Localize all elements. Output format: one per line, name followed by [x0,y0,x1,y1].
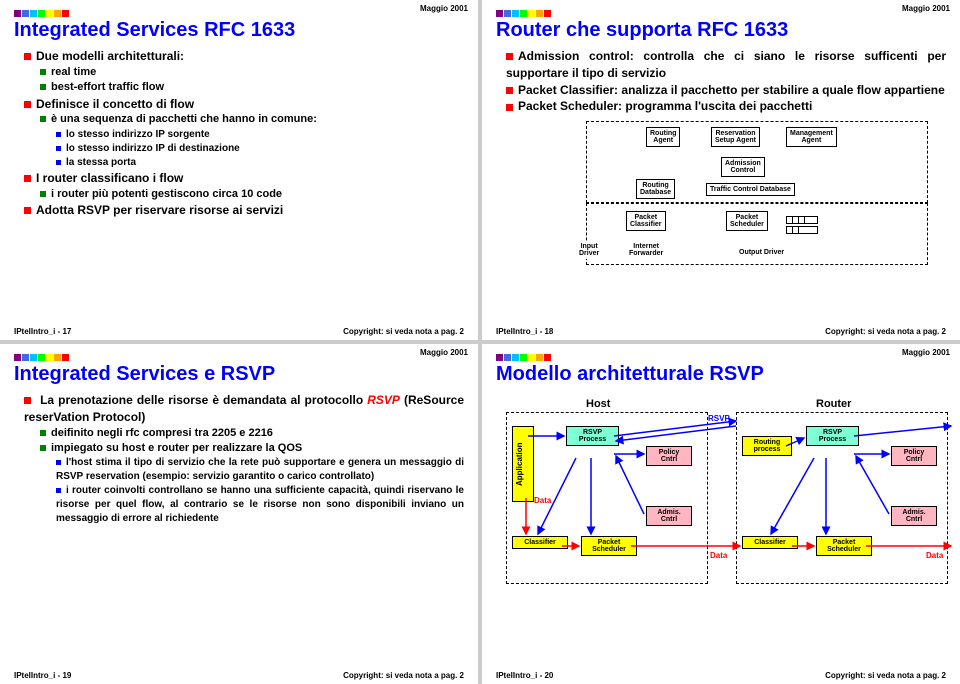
box-classifier: Classifier [512,536,568,549]
box-policy-r: PolicyCntrl [891,446,937,466]
box-traffic-db: Traffic Control Database [706,183,795,196]
rainbow-squares [496,354,946,361]
slide-title: Integrated Services e RSVP [14,363,464,386]
slide-title: Router che supporta RFC 1633 [496,19,946,42]
copyright: Copyright: si veda nota a pag. 2 [825,671,946,680]
box-pkt-scheduler-r: PacketScheduler [816,536,872,556]
date-header: Maggio 2001 [902,4,950,13]
bullet: impiegato su host e router per realizzar… [40,441,464,456]
bullet: Definisce il concetto di flow [24,96,464,113]
rainbow-squares [14,10,464,17]
box-admis: Admis.Cntrl [646,506,692,526]
slide-id: IPtelIntro_i - 18 [496,327,553,336]
slide-id: IPtelIntro_i - 17 [14,327,71,336]
date-header: Maggio 2001 [420,348,468,357]
copyright: Copyright: si veda nota a pag. 2 [343,327,464,336]
bullet: I router classificano i flow [24,170,464,187]
copyright: Copyright: si veda nota a pag. 2 [825,327,946,336]
box-policy: PolicyCntrl [646,446,692,466]
slide-title: Integrated Services RFC 1633 [14,19,464,42]
box-input-driver: InputDriver [576,241,602,259]
bullet: Packet Classifier: analizza il pacchetto… [506,82,946,99]
box-pkt-scheduler: PacketScheduler [581,536,637,556]
bullet: Admission control: controlla che ci sian… [506,48,946,82]
footer: IPtelIntro_i - 20 Copyright: si veda not… [496,671,946,680]
bullet: real time [40,65,464,80]
copyright: Copyright: si veda nota a pag. 2 [343,671,464,680]
router-diagram: RoutingAgent ReservationSetup Agent Mana… [496,121,946,291]
slide-title: Modello architetturale RSVP [496,363,946,386]
slide-17: Maggio 2001 Integrated Services RFC 1633… [0,0,478,340]
slide-id: IPtelIntro_i - 19 [14,671,71,680]
data-label: Data [710,551,727,560]
router-label: Router [816,398,851,410]
box-rsvp-process: RSVPProcess [566,426,619,446]
bullet: la stessa porta [56,156,464,170]
bullet: Due modelli architetturali: [24,48,464,65]
footer: IPtelIntro_i - 18 Copyright: si veda not… [496,327,946,336]
footer: IPtelIntro_i - 17 Copyright: si veda not… [14,327,464,336]
slide-id: IPtelIntro_i - 20 [496,671,553,680]
data-label: Data [534,496,551,505]
box-pkt-classifier: PacketClassifier [626,211,666,231]
box-internet-fwd: InternetForwarder [626,241,666,259]
rainbow-squares [496,10,946,17]
box-reservation: ReservationSetup Agent [711,127,760,147]
slide-18: Maggio 2001 Router che supporta RFC 1633… [482,0,960,340]
box-admission: AdmissionControl [721,157,765,177]
bullet: Adotta RSVP per riservare risorse ai ser… [24,202,464,219]
rsvp-text: RSVP [367,393,400,407]
bullet: lo stesso indirizzo IP di destinazione [56,142,464,156]
box-pkt-scheduler: PacketScheduler [726,211,768,231]
bullet: best-effort traffic flow [40,80,464,95]
rsvp-label: RSVP [708,414,730,423]
box-classifier-r: Classifier [742,536,798,549]
box-admis-r: Admis.Cntrl [891,506,937,526]
data-label: Data [926,551,943,560]
bullet: i router più potenti gestiscono circa 10… [40,187,464,202]
footer: IPtelIntro_i - 19 Copyright: si veda not… [14,671,464,680]
slide-grid: Maggio 2001 Integrated Services RFC 1633… [0,0,960,684]
bullet: lo stesso indirizzo IP sorgente [56,128,464,142]
box-routing-process: Routingprocess [742,436,792,456]
rsvp-diagram: Host Application RSVPProcess PolicyCntrl… [496,396,946,616]
rainbow-squares [14,354,464,361]
queue-icon [786,216,818,234]
box-output-driver: Output Driver [736,247,787,258]
slide-20: Maggio 2001 Modello architetturale RSVP … [482,344,960,684]
bullet: l'host stima il tipo di servizio che la … [56,456,464,484]
bullet: La prenotazione delle risorse è demandat… [24,392,464,426]
box-management: ManagementAgent [786,127,837,147]
box-routing-db: RoutingDatabase [636,179,675,199]
host-label: Host [586,398,610,410]
date-header: Maggio 2001 [420,4,468,13]
box-application: Application [512,426,534,502]
date-header: Maggio 2001 [902,348,950,357]
bullet: Packet Scheduler: programma l'uscita dei… [506,98,946,115]
bullet: deifinito negli rfc compresi tra 2205 e … [40,426,464,441]
bullet: i router coinvolti controllano se hanno … [56,484,464,526]
box-rsvp-process-r: RSVPProcess [806,426,859,446]
bullet: è una sequenza di pacchetti che hanno in… [40,112,464,127]
text: La prenotazione delle risorse è demandat… [40,393,367,407]
box-routing-agent: RoutingAgent [646,127,680,147]
slide-19: Maggio 2001 Integrated Services e RSVP L… [0,344,478,684]
